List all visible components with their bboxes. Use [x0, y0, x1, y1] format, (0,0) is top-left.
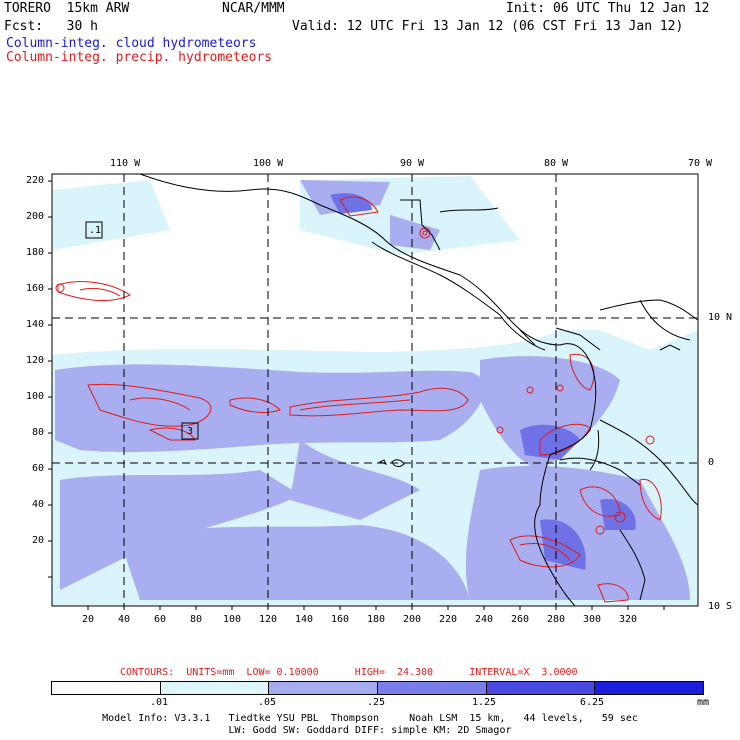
y-tick-label: 80 — [31, 427, 44, 438]
region-box-3-label: 3 — [187, 426, 194, 437]
x-tick-label: 20 — [82, 614, 95, 625]
precip-contours — [55, 196, 662, 603]
lon-label: 90 W — [400, 158, 425, 169]
lon-label: 100 W — [253, 158, 284, 169]
y-tick-label: 40 — [31, 499, 44, 510]
color-bar-tick: 6.25 — [580, 697, 605, 708]
model-info-line1: Model Info: V3.3.1 Tiedtke YSU PBL Thomp… — [102, 713, 638, 724]
color-bar-tick: .05 — [258, 697, 277, 708]
y-tick-label: 60 — [31, 463, 44, 474]
x-tick-label: 220 — [439, 614, 458, 625]
x-tick-label: 180 — [367, 614, 386, 625]
y-tick-label: 100 — [25, 391, 44, 402]
map-field — [52, 174, 698, 606]
model-title: TORERO 15km ARW — [4, 1, 130, 16]
y-tick-label: 220 — [25, 175, 44, 186]
x-tick-label: 80 — [190, 614, 203, 625]
x-tick-label: 280 — [547, 614, 566, 625]
y-tick-label: 200 — [25, 211, 44, 222]
model-info-line2: LW: Godd SW: Goddard DIFF: simple KM: 2D… — [228, 725, 512, 736]
organization: NCAR/MMM — [222, 1, 285, 16]
x-tick-label: 300 — [583, 614, 602, 625]
x-tick-label: 60 — [154, 614, 167, 625]
field-precip-label: Column-integ. precip. hydrometeors — [6, 50, 273, 65]
lat-label: 0 — [708, 457, 715, 468]
color-bar-segment — [485, 682, 595, 694]
lat-label: 10 S — [708, 601, 733, 612]
y-tick-label: 180 — [25, 247, 44, 258]
lon-label: 80 W — [544, 158, 569, 169]
coastline — [139, 174, 698, 606]
lat-lon-grid — [52, 174, 698, 606]
color-bar-segment — [159, 682, 269, 694]
color-bar-segment — [52, 682, 160, 694]
x-tick-label: 160 — [331, 614, 350, 625]
color-bar-tick: 1.25 — [472, 697, 497, 708]
init-time: Init: 06 UTC Thu 12 Jan 12 — [506, 1, 710, 16]
map-frame — [51, 173, 699, 607]
valid-time: Valid: 12 UTC Fri 13 Jan 12 (06 CST Fri … — [292, 19, 684, 34]
x-tick-label: 40 — [118, 614, 131, 625]
x-tick-label: 100 — [223, 614, 242, 625]
y-tick-label: 140 — [25, 319, 44, 330]
y-tick-label: 120 — [25, 355, 44, 366]
x-tick-label: 200 — [403, 614, 422, 625]
x-tick-label: 120 — [259, 614, 278, 625]
color-bar-segment — [268, 682, 378, 694]
contour-info: CONTOURS: UNITS=mm LOW= 0.10000 HIGH= 24… — [120, 667, 578, 678]
color-bar — [51, 681, 704, 695]
lon-label: 110 W — [110, 158, 141, 169]
color-bar-tick: .01 — [150, 697, 169, 708]
x-tick-label: 240 — [475, 614, 494, 625]
region-box-1 — [85, 221, 103, 239]
lon-label: 70 W — [688, 158, 713, 169]
field-cloud-label: Column-integ. cloud hydrometeors — [6, 36, 257, 51]
x-tick-label: 320 — [619, 614, 638, 625]
color-bar-segment — [594, 682, 704, 694]
axis-ticks — [48, 180, 665, 610]
cloud-mid-shading — [55, 180, 690, 600]
x-tick-label: 140 — [295, 614, 314, 625]
forecast-hour: Fcst: 30 h — [4, 19, 98, 34]
y-tick-label: 20 — [31, 535, 44, 546]
color-bar-tick: .25 — [367, 697, 386, 708]
x-tick-label: 260 — [511, 614, 530, 625]
color-bar-unit: mm — [697, 697, 710, 708]
region-box-3 — [181, 422, 199, 440]
lat-label: 10 N — [708, 312, 733, 323]
region-box-1-label: .1 — [89, 225, 102, 236]
cloud-dark-shading — [330, 193, 636, 570]
y-tick-label: 160 — [25, 283, 44, 294]
color-bar-segment — [377, 682, 486, 694]
